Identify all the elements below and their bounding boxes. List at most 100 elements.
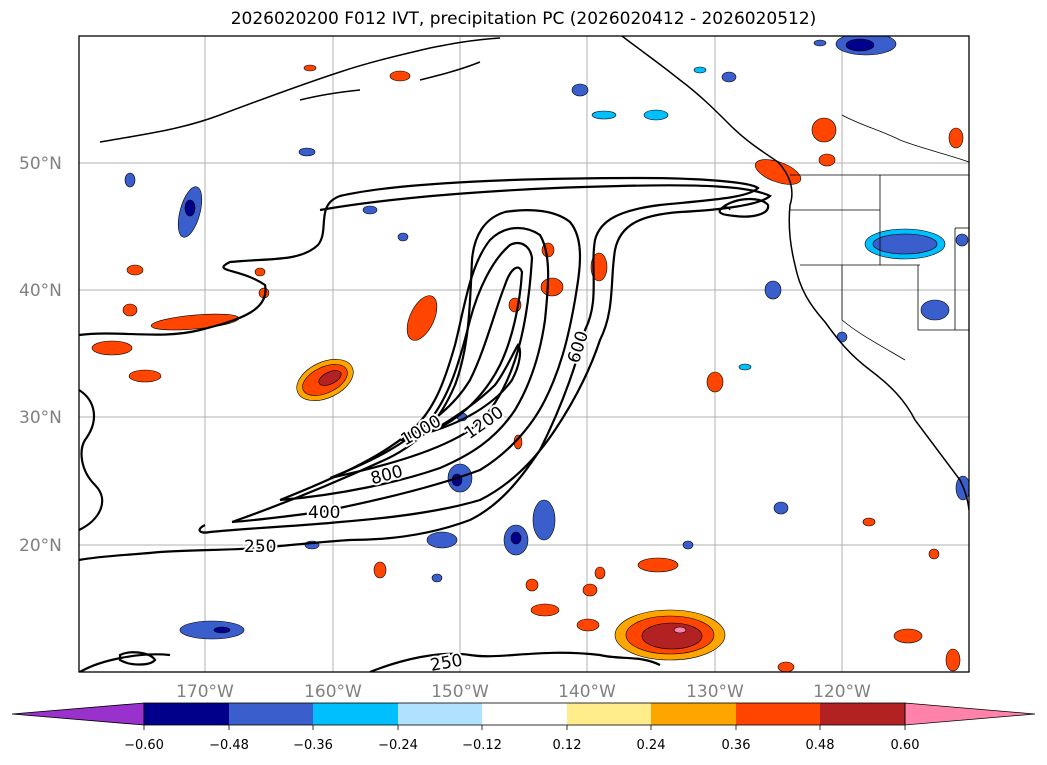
lon-label-120: 120°W	[813, 682, 871, 702]
precip-blob	[397, 232, 409, 242]
lon-label-160: 160°W	[304, 682, 362, 702]
precip-blob	[773, 501, 789, 515]
precip-blob	[128, 369, 162, 383]
colorbar-segment	[229, 703, 313, 725]
north-america-coast	[621, 36, 969, 511]
precip-blob	[594, 566, 606, 580]
ivt-contour-800	[329, 242, 534, 480]
colorbar-segment	[398, 703, 482, 725]
precip-blob	[540, 277, 564, 297]
contour-label-400: 400	[308, 503, 340, 523]
precip-blob	[721, 71, 737, 83]
precip-blob	[389, 70, 411, 82]
precip-blob	[948, 127, 964, 149]
colorbar-tick-label: 0.36	[722, 738, 751, 753]
precip-blob	[643, 109, 669, 121]
precip-blob	[318, 370, 342, 386]
precip-blob	[576, 618, 600, 632]
precip-blob	[373, 561, 387, 579]
colorbar-segment	[820, 703, 905, 725]
ivt-contour-250	[79, 176, 760, 562]
ivt-contour-west	[79, 389, 104, 531]
coastlines	[99, 36, 969, 511]
colorbar: −0.60 −0.48 −0.36 −0.24 −0.12 0.12 0.24 …	[11, 702, 1036, 753]
colorbar-frame	[143, 702, 906, 726]
alaska-coast-islands	[299, 61, 481, 101]
lon-label-140: 140°W	[558, 682, 616, 702]
precip-blob	[124, 172, 136, 188]
lat-label-20: 20°N	[19, 536, 62, 556]
colorbar-tick-label: 0.60	[891, 738, 920, 753]
colorbar-tick-label: −0.12	[462, 738, 502, 753]
colorbar-segment	[144, 703, 229, 725]
precip-blob	[862, 517, 876, 527]
precip-negative-regions	[124, 36, 969, 640]
precip-blob	[525, 578, 539, 592]
colorbar-tick-label: −0.24	[378, 738, 418, 753]
ivt-contour-250-inner	[198, 184, 772, 534]
precip-blob	[920, 299, 950, 321]
precip-blob	[530, 603, 560, 617]
precip-blob	[706, 371, 724, 393]
lat-label-40: 40°N	[19, 281, 62, 301]
ivt-contour-minor	[118, 651, 157, 666]
precip-blob	[571, 83, 589, 97]
lat-label-30: 30°N	[19, 408, 62, 428]
precip-blob	[591, 110, 617, 120]
ivt-contour-250-south	[79, 651, 661, 672]
precip-blob	[811, 117, 837, 143]
precip-blob	[693, 66, 707, 74]
colorbar-tick-label: 0.12	[553, 738, 582, 753]
precip-blob	[928, 548, 940, 560]
precip-blob	[818, 153, 836, 167]
longitude-labels: 170°W 160°W 150°W 140°W 130°W 120°W	[176, 682, 871, 702]
colorbar-segment	[736, 703, 820, 725]
precip-blob	[872, 233, 938, 255]
precip-blob	[213, 626, 231, 634]
contour-label-250-north: 250	[244, 537, 276, 557]
border-bc-interior	[841, 114, 969, 163]
precip-blob	[406, 295, 438, 341]
colorbar-segment	[313, 703, 398, 725]
ivt-contour-600	[279, 227, 550, 502]
precip-blob	[945, 648, 961, 672]
precip-blob	[682, 540, 694, 550]
precip-blob	[254, 267, 266, 277]
precip-blob	[298, 147, 316, 157]
precip-blob	[532, 499, 556, 541]
precip-blob	[510, 531, 522, 545]
colorbar-tick-label: 0.24	[637, 738, 666, 753]
precip-blob	[91, 340, 133, 356]
island-coast	[719, 206, 731, 211]
precip-blob	[738, 363, 752, 371]
precip-blob	[362, 205, 378, 215]
precip-blob	[845, 38, 875, 52]
colorbar-extend-low	[11, 702, 145, 726]
lon-label-170: 170°W	[176, 682, 234, 702]
colorbar-tick-label: −0.48	[209, 738, 249, 753]
colorbar-segment	[651, 703, 736, 725]
precip-blob	[893, 628, 923, 644]
political-borders	[790, 114, 969, 361]
precip-blob	[764, 280, 782, 300]
colorbar-tick-label: −0.60	[124, 738, 164, 753]
precip-blob	[184, 199, 196, 217]
precip-blob	[126, 264, 144, 276]
lon-label-130: 130°W	[686, 682, 744, 702]
ivt-contour-loop	[718, 197, 770, 218]
precip-blob	[431, 573, 443, 583]
precip-blob	[179, 620, 245, 640]
colorbar-tick-label: −0.36	[293, 738, 333, 753]
precip-blob	[426, 531, 458, 549]
colorbar-segment	[567, 703, 651, 725]
latitude-labels: 50°N 40°N 30°N 20°N	[19, 154, 62, 556]
precip-blob	[303, 64, 317, 72]
colorbar-segment	[482, 703, 567, 725]
alaska-peninsula-coast	[99, 37, 501, 143]
precip-blob	[955, 233, 969, 247]
precip-blob	[590, 252, 608, 282]
ivt-contour-400	[231, 209, 582, 524]
colorbar-ticks	[143, 725, 906, 730]
colorbar-extend-high	[904, 702, 1036, 726]
precip-blob	[813, 39, 827, 47]
